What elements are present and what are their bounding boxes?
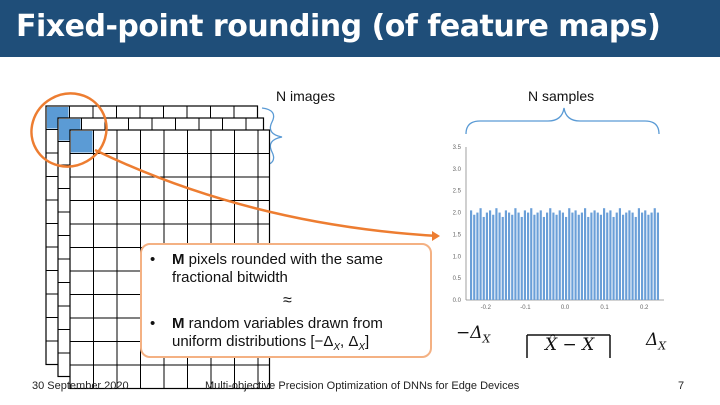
histogram-bar: [504, 210, 507, 300]
histogram-bar: [479, 208, 482, 300]
histogram-bar: [511, 214, 514, 300]
histogram-bar: [606, 212, 609, 300]
histogram-bar: [489, 210, 492, 300]
explanation-callout: • M pixels rounded with the same fractio…: [140, 243, 432, 358]
histogram-bar: [520, 216, 523, 300]
y-tick-label: 0.5: [453, 276, 462, 282]
histogram-bar: [533, 214, 536, 300]
histogram-bar: [498, 212, 501, 300]
histogram-bar: [609, 210, 612, 300]
histogram-bar: [508, 212, 511, 300]
histogram-bar: [501, 216, 504, 300]
slide-title: Fixed-point rounding (of feature maps): [16, 9, 661, 44]
histogram-bar: [542, 216, 545, 300]
histogram-bar: [625, 212, 628, 300]
histogram-bar: [634, 216, 637, 300]
histogram-bar: [561, 212, 564, 300]
histogram-bar: [495, 208, 498, 300]
histogram-bar: [517, 212, 520, 300]
y-tick-label: 1.0: [453, 254, 462, 260]
histogram-bar: [492, 214, 495, 300]
y-tick-label: 3.5: [453, 145, 462, 151]
histogram-bar: [482, 216, 485, 300]
histogram-bar: [577, 214, 580, 300]
x-tick-label: 0.2: [640, 305, 649, 311]
bullet-1-text: M pixels rounded with the same fractiona…: [172, 251, 383, 286]
histogram-bar: [485, 212, 488, 300]
n-images-label: N images: [276, 88, 336, 104]
histogram-bar: [574, 210, 577, 300]
approx-symbol: ≈: [283, 292, 292, 309]
error-formula-label: X̂ − X: [545, 335, 595, 355]
page-number: 7: [678, 380, 685, 392]
histogram-bar: [641, 212, 644, 300]
y-tick-label: 1.5: [453, 232, 462, 238]
samples-brace: [465, 107, 660, 135]
histogram-bar: [539, 210, 542, 300]
histogram-bar: [536, 212, 539, 300]
footer-title: Multi-objective Precision Optimization o…: [205, 380, 520, 392]
histogram-bar: [653, 208, 656, 300]
histogram-bar: [523, 210, 526, 300]
histogram-bar: [470, 210, 473, 300]
histogram-bar: [565, 216, 568, 300]
histogram-bar: [549, 208, 552, 300]
y-tick-label: 2.5: [453, 189, 462, 195]
bullet-dot: •: [150, 315, 156, 332]
histogram-bar: [473, 214, 476, 300]
histogram-bar: [631, 212, 634, 300]
histogram-bar: [584, 208, 587, 300]
x-tick-label: 0.0: [561, 305, 570, 311]
histogram-bar: [628, 210, 631, 300]
pixel-highlight-ellipse: [30, 92, 108, 168]
pointer-arrowhead: [432, 231, 440, 241]
histogram-bar: [590, 212, 593, 300]
histogram-bar: [637, 208, 640, 300]
histogram-bar: [603, 208, 606, 300]
histogram-bar: [530, 208, 533, 300]
histogram-bar: [622, 214, 625, 300]
histogram-bar: [552, 212, 555, 300]
histogram-bar: [587, 216, 590, 300]
pointer-arrow: [94, 148, 439, 238]
x-tick-label: -0.2: [481, 305, 492, 311]
histogram-bar: [514, 208, 517, 300]
histogram-bar: [593, 210, 596, 300]
n-samples-label: N samples: [528, 88, 595, 104]
histogram-bar: [618, 208, 621, 300]
histogram-bar: [580, 212, 583, 300]
histogram-bar: [558, 210, 561, 300]
histogram-bar: [644, 210, 647, 300]
histogram-bar: [527, 212, 530, 300]
histogram-bar: [656, 212, 659, 300]
histogram-bar: [546, 212, 549, 300]
histogram-bar: [612, 216, 615, 300]
bullet-2-text: M random variables drawn from uniform di…: [172, 315, 383, 353]
histogram-bar: [596, 212, 599, 300]
histogram-bar: [476, 212, 479, 300]
upper-bound-label: ΔX: [646, 330, 667, 353]
bullet-dot: •: [150, 251, 156, 268]
histogram-bar: [650, 212, 653, 300]
histogram-bar: [568, 208, 571, 300]
images-brace: [261, 107, 283, 167]
histogram-bar: [571, 212, 574, 300]
highlighted-pixel: [71, 131, 93, 153]
histogram-bar: [555, 214, 558, 300]
y-tick-label: 0.0: [453, 298, 462, 304]
histogram-bar: [647, 214, 650, 300]
histogram-bar: [599, 214, 602, 300]
y-tick-label: 3.0: [453, 167, 462, 173]
title-bar: Fixed-point rounding (of feature maps): [0, 0, 720, 57]
x-tick-label: -0.1: [520, 305, 531, 311]
footer-date: 30 September 2020: [32, 380, 129, 392]
x-tick-label: 0.1: [600, 305, 609, 311]
lower-bound-label: −ΔX: [456, 323, 491, 346]
y-tick-label: 2.0: [453, 211, 462, 217]
histogram-bar: [615, 212, 618, 300]
